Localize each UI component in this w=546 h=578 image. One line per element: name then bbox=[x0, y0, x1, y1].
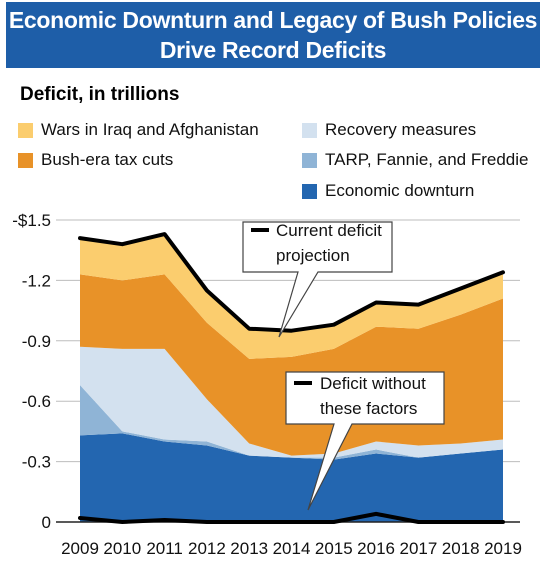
callout-current-line-1: Current deficit bbox=[276, 221, 382, 240]
legend-item-downturn: Economic downturn bbox=[302, 181, 474, 201]
x-tick-label: 2017 bbox=[399, 539, 437, 558]
x-tick-label: 2009 bbox=[61, 539, 99, 558]
area-recovery bbox=[80, 346, 503, 458]
x-tick-label: 2011 bbox=[146, 539, 183, 558]
legend-label-tax-cuts: Bush-era tax cuts bbox=[41, 150, 174, 169]
y-tick-label: -0.6 bbox=[22, 392, 51, 411]
legend-label-downturn: Economic downturn bbox=[325, 181, 475, 200]
callout-without-line-1: Deficit without bbox=[320, 374, 426, 393]
legend-label-recovery: Recovery measures bbox=[325, 120, 477, 139]
legend-item-tax-cuts: Bush-era tax cuts bbox=[18, 150, 173, 170]
x-tick-label: 2013 bbox=[230, 539, 268, 558]
chart-title-line-1: Economic Downturn and Legacy of Bush Pol… bbox=[8, 7, 538, 33]
line-current bbox=[78, 232, 505, 333]
x-tick-label: 2012 bbox=[188, 539, 226, 558]
legend-swatch-recovery bbox=[302, 122, 317, 138]
y-tick-label: -1.2 bbox=[22, 271, 51, 290]
legend-item-tarp: TARP, Fannie, and Freddie bbox=[302, 150, 529, 170]
x-tick-label: 2018 bbox=[442, 539, 480, 558]
y-tick-label: -$1.5 bbox=[12, 211, 51, 230]
chart-title-line-2: Drive Record Deficits bbox=[159, 37, 387, 63]
legend-label-wars: Wars in Iraq and Afghanistan bbox=[41, 120, 259, 139]
x-tick-label: 2014 bbox=[273, 539, 311, 558]
legend-item-wars: Wars in Iraq and Afghanistan bbox=[18, 120, 259, 140]
callout-without-box bbox=[285, 371, 445, 511]
y-tick-label: -0.9 bbox=[22, 332, 51, 351]
x-tick-label: 2019 bbox=[484, 539, 522, 558]
chart-subtitle: Deficit, in trillions bbox=[20, 84, 180, 105]
legend-swatch-tarp bbox=[302, 152, 317, 168]
legend-swatch-tax-cuts bbox=[18, 152, 33, 168]
title-banner: Economic Downturn and Legacy of Bush Pol… bbox=[6, 2, 540, 68]
legend-label-tarp: TARP, Fannie, and Freddie bbox=[325, 150, 529, 169]
callout-current-box bbox=[242, 221, 393, 338]
y-tick-label: 0 bbox=[42, 513, 51, 532]
area-tarp bbox=[80, 385, 503, 460]
x-tick-label: 2010 bbox=[103, 539, 141, 558]
area-downturn bbox=[80, 433, 503, 522]
legend-swatch-downturn bbox=[302, 183, 317, 199]
callout-without-line-2: these factors bbox=[320, 399, 417, 418]
legend-swatch-wars bbox=[18, 122, 33, 138]
legend-item-recovery: Recovery measures bbox=[302, 120, 476, 140]
x-tick-label: 2016 bbox=[357, 539, 395, 558]
x-tick-label: 2015 bbox=[315, 539, 353, 558]
callout-current-line-2: projection bbox=[276, 246, 350, 265]
area-wars bbox=[80, 236, 503, 359]
y-tick-label: -0.3 bbox=[22, 453, 51, 472]
line-without bbox=[78, 511, 505, 524]
